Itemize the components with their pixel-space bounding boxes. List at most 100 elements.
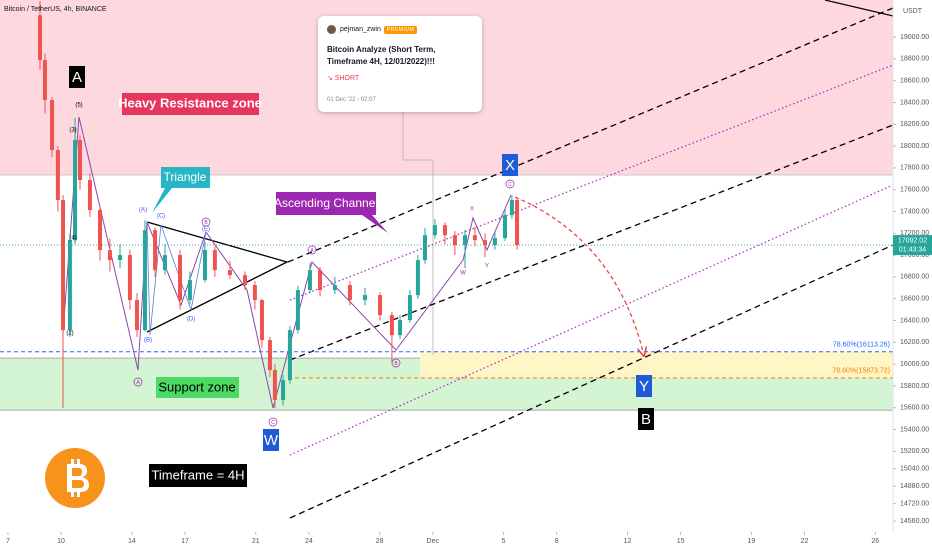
candle-body — [472, 235, 477, 241]
price-tag — [893, 235, 932, 256]
fib-label: 78.60%(15873.72) — [832, 368, 890, 375]
price-tag-label: 17092.02 — [898, 237, 927, 244]
wave-label: W — [264, 432, 279, 449]
wave-label: A — [310, 248, 314, 254]
idea-title: Bitcoin Analyze (Short Term, Timeframe 4… — [327, 45, 436, 66]
idea-popup[interactable]: pejman_zwin PREMIUM Bitcoin Analyze (Sho… — [318, 16, 482, 112]
y-tick-label: 18800.00 — [900, 56, 929, 63]
triangle — [146, 221, 289, 333]
wave-circle — [201, 217, 211, 227]
candle-body — [78, 140, 83, 181]
header: Bitcoin / TetherUS, 4h, BINANCE — [4, 6, 107, 13]
logo-glyph — [77, 491, 80, 497]
candle-body — [142, 230, 147, 331]
logo-glyph — [67, 464, 89, 492]
wave-label: Y — [485, 264, 489, 270]
x-tick-label: 14 — [128, 538, 136, 545]
x-tick-label: 22 — [801, 538, 809, 545]
candle-body — [67, 240, 72, 331]
wave-label: Y — [639, 378, 649, 395]
candle-body — [187, 280, 192, 301]
wave-label: A — [72, 69, 82, 86]
candle-body — [118, 255, 123, 261]
wave-box — [638, 408, 654, 430]
x-tick-label: 26 — [871, 538, 879, 545]
resistance-label: Heavy Resistance zone — [118, 95, 262, 110]
candle-body — [87, 180, 92, 211]
author: pejman_zwin — [340, 26, 381, 33]
wave-circle — [133, 377, 143, 387]
callout — [152, 167, 210, 213]
y-tick-label: 16200.00 — [900, 339, 929, 346]
candle-body — [178, 255, 183, 301]
candle-body — [212, 250, 217, 271]
y-tick-label: 17400.00 — [900, 208, 929, 215]
candle-body — [227, 270, 232, 276]
y-tick-label: 15040.00 — [900, 466, 929, 473]
wave-label: X — [505, 157, 515, 174]
wave-label: B — [394, 361, 398, 367]
time-axis — [0, 532, 893, 550]
candle-body — [267, 340, 272, 371]
candle-body — [107, 250, 112, 261]
candle-body — [98, 210, 103, 251]
wave-label: (A) — [139, 208, 147, 214]
y-tick-label: 15800.00 — [900, 383, 929, 390]
y-tick-label: 15200.00 — [900, 448, 929, 455]
wave-label: (5) — [75, 103, 82, 109]
wave-label: (C) — [157, 214, 165, 220]
channel-label: Ascending Channel — [274, 196, 378, 210]
y-tick-label: 16400.00 — [900, 317, 929, 324]
countdown: 01:43:34 — [899, 246, 926, 253]
candle-body — [127, 255, 132, 301]
wave-label: (B) — [144, 338, 152, 344]
idea-date: 01 Dec '22 - 02:07 — [327, 97, 376, 103]
x-tick-label: 10 — [57, 538, 65, 545]
candle-body — [378, 295, 383, 316]
wave-box — [636, 375, 652, 397]
label-box — [149, 464, 247, 487]
candle-body — [287, 330, 292, 381]
label-box — [122, 93, 259, 115]
candle-body — [153, 230, 158, 271]
y-tick-label: 17600.00 — [900, 187, 929, 194]
candle-body — [362, 295, 367, 301]
wave-label: C — [271, 420, 275, 426]
candle-body — [347, 285, 352, 301]
wave-label: (4) — [69, 236, 76, 242]
x-tick-label: 5 — [502, 538, 506, 545]
wave-circle — [268, 417, 278, 427]
currency: USDT — [903, 8, 923, 15]
support-label: Support zone — [158, 379, 235, 394]
y-tick-label: 18400.00 — [900, 99, 929, 106]
candle-body — [50, 100, 55, 151]
y-tick-label: 16600.00 — [900, 296, 929, 303]
candle-body — [242, 275, 247, 286]
candle-body — [73, 140, 78, 241]
y-tick-label: 14560.00 — [900, 518, 929, 525]
wave-circle — [505, 179, 515, 189]
avatar — [327, 25, 336, 34]
candle-body — [318, 270, 323, 291]
y-tick-label: 18200.00 — [900, 121, 929, 128]
candle-body — [42, 60, 47, 101]
candle-body — [462, 235, 467, 246]
candle-body — [281, 380, 286, 401]
candle-body — [259, 300, 264, 341]
x-tick-label: 12 — [624, 538, 632, 545]
y-tick-label: 14880.00 — [900, 483, 929, 490]
y-tick-label: 18600.00 — [900, 78, 929, 85]
y-tick-label: 15600.00 — [900, 405, 929, 412]
y-tick-label: 19000.00 — [900, 34, 929, 41]
wave-circle — [391, 358, 401, 368]
candle-body — [515, 200, 520, 246]
trend-line — [824, 0, 893, 17]
candle-body — [332, 285, 337, 291]
candle-body — [398, 320, 403, 336]
wave-path — [62, 116, 512, 409]
candle-body — [389, 315, 394, 336]
x-tick-label: 8 — [555, 538, 559, 545]
wave-label: C — [508, 182, 512, 188]
candle-body — [135, 300, 140, 331]
